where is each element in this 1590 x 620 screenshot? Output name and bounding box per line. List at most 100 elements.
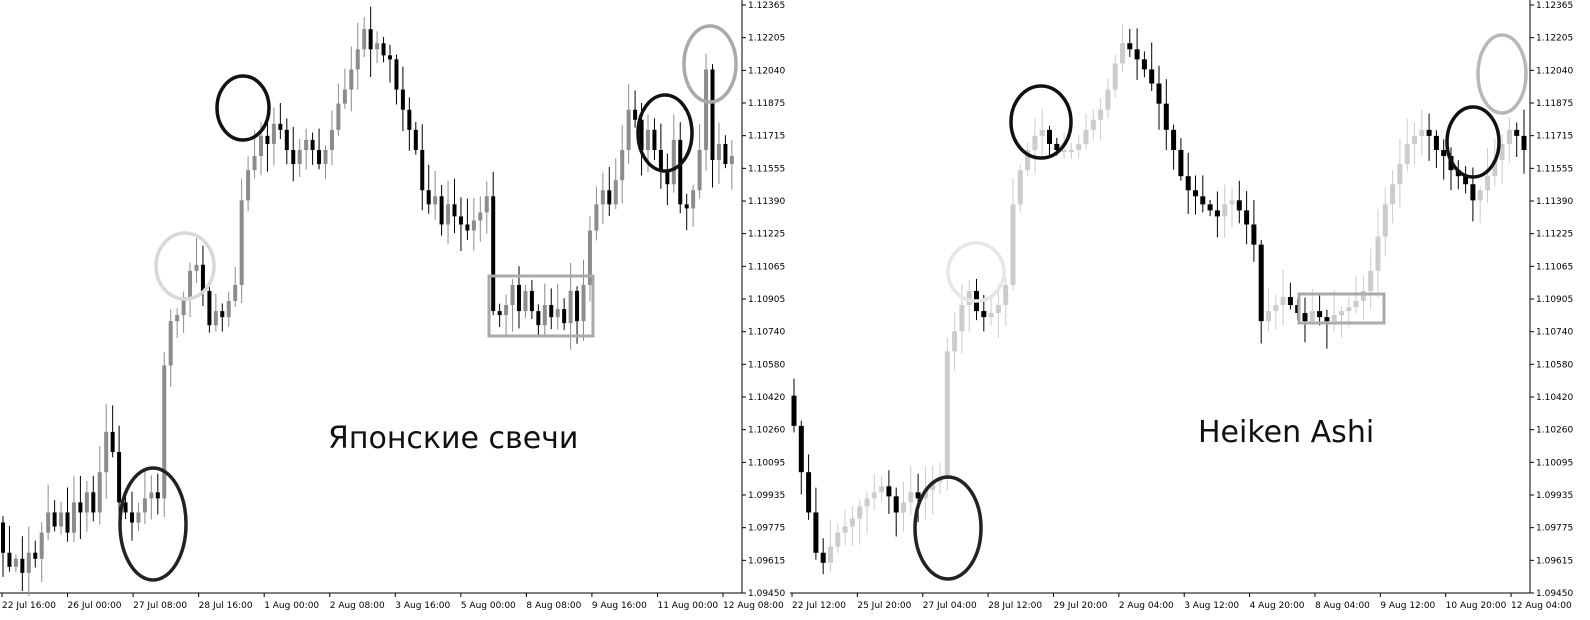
candle-body-up — [1368, 270, 1374, 291]
candle-body-down — [1193, 190, 1198, 197]
candle-body-down — [1214, 210, 1220, 217]
candle-body-up — [729, 156, 734, 165]
candle-body-up — [1112, 63, 1118, 90]
candle-body-up — [1083, 129, 1089, 144]
candle-body-up — [1010, 204, 1016, 285]
x-tick-label: 8 Aug 08:00 — [526, 601, 581, 611]
candle-body-down — [452, 204, 457, 217]
candle-body-up — [136, 512, 141, 523]
candle-body-down — [1251, 224, 1257, 245]
candle-body-up — [162, 365, 167, 499]
candle-body-up — [1222, 204, 1228, 217]
candle-body-down — [1302, 313, 1308, 322]
heiken-ashi-chart: 1.12365 1.12205 1.12040 1.11875 1.11715 1.115… — [790, 0, 1573, 611]
candle-body-down — [798, 425, 804, 473]
candle-body-up — [952, 331, 958, 352]
candle-body-up — [1039, 129, 1045, 136]
y-tick-label: 1.12040 — [748, 66, 785, 76]
x-tick-label: 28 Jul 12:00 — [988, 601, 1042, 611]
candle-body-up — [252, 156, 257, 171]
candle-body-up — [1397, 164, 1403, 185]
candle-body-down — [529, 290, 534, 312]
candle-body-up — [329, 129, 334, 150]
candle-body-down — [317, 149, 322, 165]
candle-body-up — [304, 139, 309, 150]
candle-body-down — [1185, 176, 1191, 191]
y-tick-label: 1.12205 — [748, 34, 785, 44]
y-tick-label: 1.09615 — [748, 556, 785, 566]
candle-body-up — [478, 212, 483, 221]
candle-body-up — [1266, 311, 1271, 322]
candle-body-up — [71, 502, 76, 533]
candle-body-down — [1141, 59, 1147, 70]
candle-body-up — [142, 498, 147, 513]
candle-body-up — [1360, 290, 1366, 302]
candle-body-up — [944, 351, 950, 479]
japanese-candles-chart: 1.12365 1.12205 1.12040 1.11875 1.11715 1.115… — [0, 0, 785, 611]
candle-body-down — [155, 492, 160, 499]
candle-body-down — [1426, 129, 1432, 136]
y-tick-label: 1.10580 — [1536, 360, 1573, 370]
x-tick-label: 1 Aug 00:00 — [264, 601, 319, 611]
candle-body-down — [915, 492, 921, 499]
candle-body-up — [988, 313, 994, 318]
candle-body-down — [893, 496, 899, 513]
candle-body-up — [1485, 176, 1490, 191]
y-tick-label: 1.09615 — [1536, 556, 1573, 566]
candle-body-down — [110, 431, 115, 453]
candle-body-down — [678, 139, 683, 205]
candle-body-down — [439, 196, 444, 225]
candle-body-up — [1229, 200, 1235, 205]
x-tick-label: 11 Aug 00:00 — [657, 601, 718, 611]
candle-body-down — [723, 143, 728, 165]
candle-body-up — [323, 149, 328, 165]
candle-body-down — [1127, 43, 1133, 50]
candle-body-down — [639, 119, 644, 150]
y-tick-label: 1.11875 — [1536, 99, 1573, 109]
candle-body-down — [420, 149, 425, 191]
y-tick-label: 1.11225 — [748, 230, 785, 240]
candle-body-down — [1171, 129, 1177, 150]
highlight-circle-black-left — [215, 74, 271, 142]
y-tick-label: 1.10740 — [1536, 328, 1573, 338]
candle-body-up — [510, 284, 515, 306]
candle-body-up — [1068, 149, 1074, 152]
candle-body-down — [1200, 196, 1206, 205]
candle-body-down — [1463, 176, 1469, 185]
candle-body-up — [849, 518, 855, 527]
candle-body-down — [381, 43, 386, 56]
candle-body-up — [594, 204, 599, 231]
y-tick-label: 1.10420 — [748, 393, 785, 403]
candle-body-up — [901, 502, 906, 513]
x-tick-label: 4 Aug 20:00 — [1250, 601, 1305, 611]
candle-body-up — [828, 546, 833, 563]
x-tick-label: 28 Jul 16:00 — [199, 601, 253, 611]
y-tick-label: 1.09775 — [748, 524, 785, 534]
candle-body-up — [446, 204, 451, 225]
candle-body-up — [704, 69, 709, 150]
candle-body-up — [433, 196, 438, 205]
candle-body-up — [1477, 190, 1483, 201]
candle-body-up — [349, 69, 354, 90]
candle-body-up — [46, 512, 51, 533]
x-tick-label: 3 Aug 12:00 — [1184, 601, 1239, 611]
candle-body-down — [291, 149, 296, 165]
candle-body-up — [1346, 307, 1352, 312]
candle-body-down — [123, 502, 128, 513]
y-tick-label: 1.11555 — [748, 164, 785, 174]
candle-body-up — [646, 129, 650, 150]
candle-body-down — [1258, 244, 1264, 322]
candle-body-down — [465, 224, 470, 231]
highlight-circle-black-right — [1445, 105, 1501, 179]
candle-body-up — [362, 29, 367, 50]
y-tick-label: 1.10095 — [1536, 458, 1573, 468]
x-tick-label: 9 Aug 16:00 — [592, 601, 647, 611]
candle-body-up — [246, 170, 251, 201]
candle-body-down — [78, 502, 83, 513]
candle-body-up — [259, 135, 263, 157]
candle-body-down — [220, 311, 225, 318]
candle-body-down — [491, 196, 496, 312]
candle-body-up — [1331, 315, 1337, 322]
candle-body-up — [864, 498, 870, 507]
candle-body-up — [1499, 143, 1505, 161]
